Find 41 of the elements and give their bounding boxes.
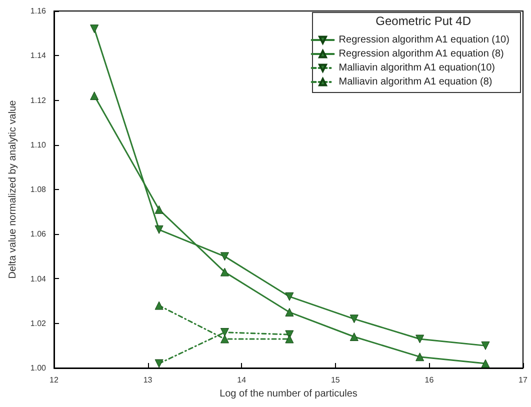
y-tick-label: 1.16: [30, 6, 47, 16]
x-axis-title: Log of the number of particules: [220, 388, 358, 400]
y-tick-label: 1.00: [30, 364, 47, 372]
y-axis-title: Delta value normalized by analytic value: [8, 100, 18, 279]
x-tick-label: 16: [424, 376, 434, 384]
point: [154, 359, 164, 368]
point: [481, 341, 490, 350]
legend-title: Geometric Put 4D: [376, 14, 472, 28]
point: [285, 334, 294, 344]
y-tick-label: 1.10: [30, 140, 47, 150]
point: [220, 268, 229, 276]
x-tick-label: 14: [237, 376, 247, 384]
point: [154, 205, 164, 214]
y-tick-label: 1.06: [30, 230, 47, 239]
point: [416, 352, 424, 362]
y-tick-label: 1.08: [30, 185, 47, 194]
point: [285, 308, 294, 316]
y-tick-label: 1.02: [30, 318, 47, 328]
x-tick-label: 13: [143, 376, 153, 384]
point: [285, 292, 294, 301]
point: [90, 92, 99, 100]
x-tick-label: 17: [518, 376, 528, 384]
point: [220, 252, 229, 261]
y-tick-label: 1.14: [30, 51, 47, 60]
point: [220, 334, 229, 344]
x-tick-label: 15: [330, 376, 340, 384]
point: [416, 334, 424, 344]
legend-label: Regression algorithm A1 equation (10): [338, 34, 510, 46]
legend-label: Malliavin algorithm A1 equation(10): [338, 62, 495, 74]
point: [350, 332, 358, 342]
point: [481, 359, 490, 368]
point: [154, 225, 164, 234]
point: [220, 328, 229, 337]
y-tick-label: 1.04: [30, 274, 47, 284]
x-tick-label: 12: [50, 376, 59, 384]
legend-label: Malliavin algorithm A1 equation (8): [338, 76, 492, 88]
y-tick-label: 1.12: [30, 96, 47, 105]
point: [90, 24, 99, 34]
legend-label: Regression algorithm A1 equation (8): [338, 48, 504, 60]
point: [350, 314, 358, 324]
point: [154, 301, 164, 310]
